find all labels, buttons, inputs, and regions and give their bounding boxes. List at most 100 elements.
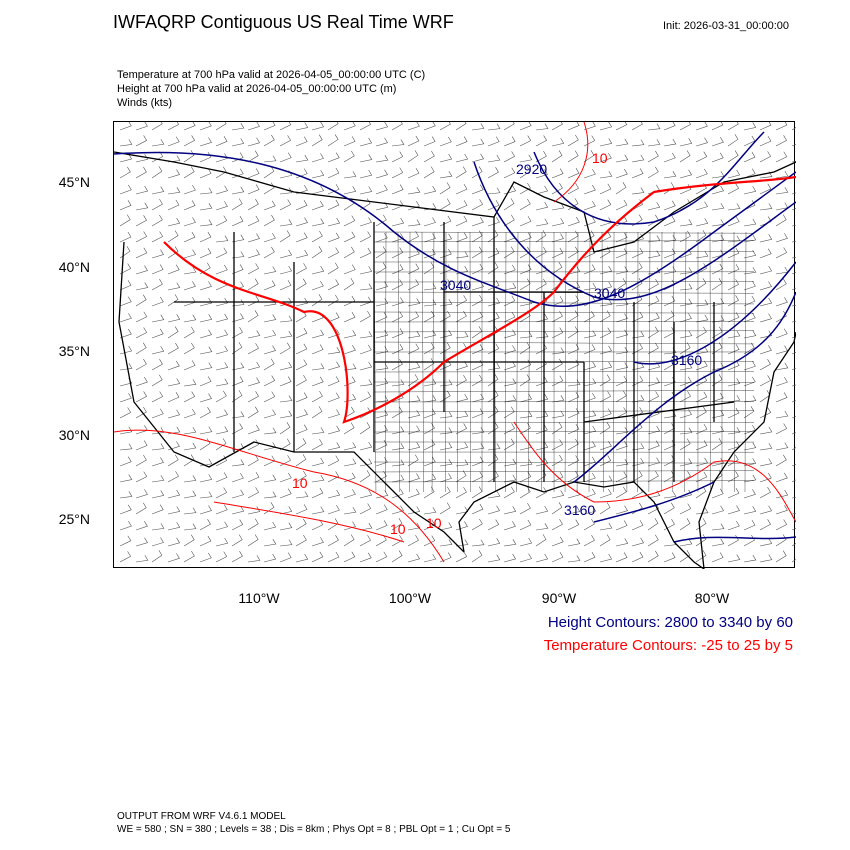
wind-barb	[551, 519, 563, 531]
wind-barb	[455, 551, 468, 563]
wind-barb	[519, 553, 532, 563]
wind-barb	[647, 470, 659, 483]
wind-barb	[455, 361, 468, 371]
wind-barb	[535, 458, 549, 467]
wind-barb	[791, 534, 803, 547]
wind-barb	[343, 215, 356, 227]
wind-barb	[551, 327, 564, 339]
wind-barb	[423, 395, 437, 403]
wind-barb	[535, 331, 549, 339]
wind-barb	[519, 331, 533, 339]
wind-barb	[391, 534, 403, 547]
wind-barb	[135, 121, 148, 131]
wind-barb	[519, 537, 533, 547]
wind-barb	[119, 166, 131, 179]
wind-barb	[215, 215, 228, 227]
wind-barb	[391, 359, 403, 371]
wind-barb	[775, 187, 789, 195]
county-line	[672, 231, 675, 493]
wind-barb	[295, 534, 307, 547]
wind-barb	[519, 264, 532, 275]
wind-barb	[535, 376, 548, 387]
wind-barb	[311, 246, 323, 259]
wind-barb	[503, 232, 516, 243]
wind-barb	[695, 360, 708, 371]
wind-barb	[263, 427, 277, 435]
wind-barb	[199, 505, 212, 515]
wind-barb	[743, 186, 757, 195]
wind-barb	[407, 522, 421, 531]
wind-barb	[119, 392, 132, 403]
wind-barb	[599, 502, 611, 515]
wind-barb	[151, 328, 164, 339]
wind-barb	[183, 426, 197, 435]
wind-barb	[231, 152, 244, 163]
wind-barb	[295, 374, 307, 387]
wind-barb	[551, 119, 563, 131]
wind-barb	[391, 264, 404, 275]
wind-barb	[391, 217, 405, 227]
wind-barb	[695, 391, 708, 403]
wind-barb	[183, 200, 196, 211]
wind-barb	[727, 203, 741, 211]
wind-barb	[231, 551, 243, 563]
wind-barb	[535, 487, 547, 499]
wind-barb	[311, 406, 323, 419]
wind-barb	[135, 376, 148, 387]
wind-barb	[615, 216, 628, 227]
wind-barb	[791, 550, 803, 563]
wind-barb	[791, 235, 805, 243]
wind-barb	[567, 391, 580, 403]
wind-barb	[279, 315, 293, 323]
wind-barb	[343, 521, 356, 531]
wind-barb	[471, 326, 483, 339]
wind-barb	[407, 298, 421, 307]
wind-barb	[215, 329, 229, 339]
wind-barb	[135, 265, 148, 275]
wind-barb	[231, 489, 245, 499]
wind-barb	[327, 294, 339, 307]
wind-barb	[359, 458, 373, 467]
wind-barb	[775, 266, 789, 275]
wind-barb	[583, 264, 596, 275]
wind-barb	[791, 408, 804, 419]
wind-barb	[279, 219, 293, 227]
wind-barb	[471, 486, 483, 499]
wind-barb	[167, 199, 180, 211]
wind-barb	[295, 327, 308, 339]
wind-barb	[791, 392, 804, 403]
wind-barb	[679, 184, 692, 195]
wind-barb	[391, 518, 403, 531]
wind-barb	[135, 440, 148, 451]
wind-barb	[375, 439, 388, 451]
wind-barb	[775, 345, 788, 355]
wind-barb	[615, 248, 628, 259]
wind-barb	[711, 278, 723, 291]
wind-barb	[375, 490, 389, 499]
wind-barb	[327, 199, 340, 211]
wind-barb	[295, 554, 309, 563]
wind-barb	[647, 202, 661, 211]
wind-barb	[359, 470, 371, 483]
wind-barb	[535, 442, 549, 451]
wind-barb	[615, 375, 628, 387]
wind-barb	[487, 312, 500, 323]
lon-label: 90°W	[541, 590, 577, 606]
wind-barb	[375, 246, 387, 259]
wind-barb	[295, 200, 308, 211]
wind-barb	[551, 347, 565, 355]
wind-barb	[391, 474, 405, 483]
county-line	[373, 321, 755, 323]
wind-barb	[519, 232, 532, 243]
wind-barb	[135, 537, 148, 547]
wind-barb	[519, 154, 533, 163]
wind-barb	[183, 442, 197, 451]
wind-barb	[711, 438, 723, 451]
wind-barb	[503, 151, 516, 163]
wind-barb	[407, 263, 420, 275]
wind-barb	[503, 118, 515, 131]
wind-barb	[375, 504, 388, 515]
wind-barb	[375, 363, 389, 371]
wind-barb	[759, 487, 771, 499]
wind-barb	[631, 187, 645, 195]
